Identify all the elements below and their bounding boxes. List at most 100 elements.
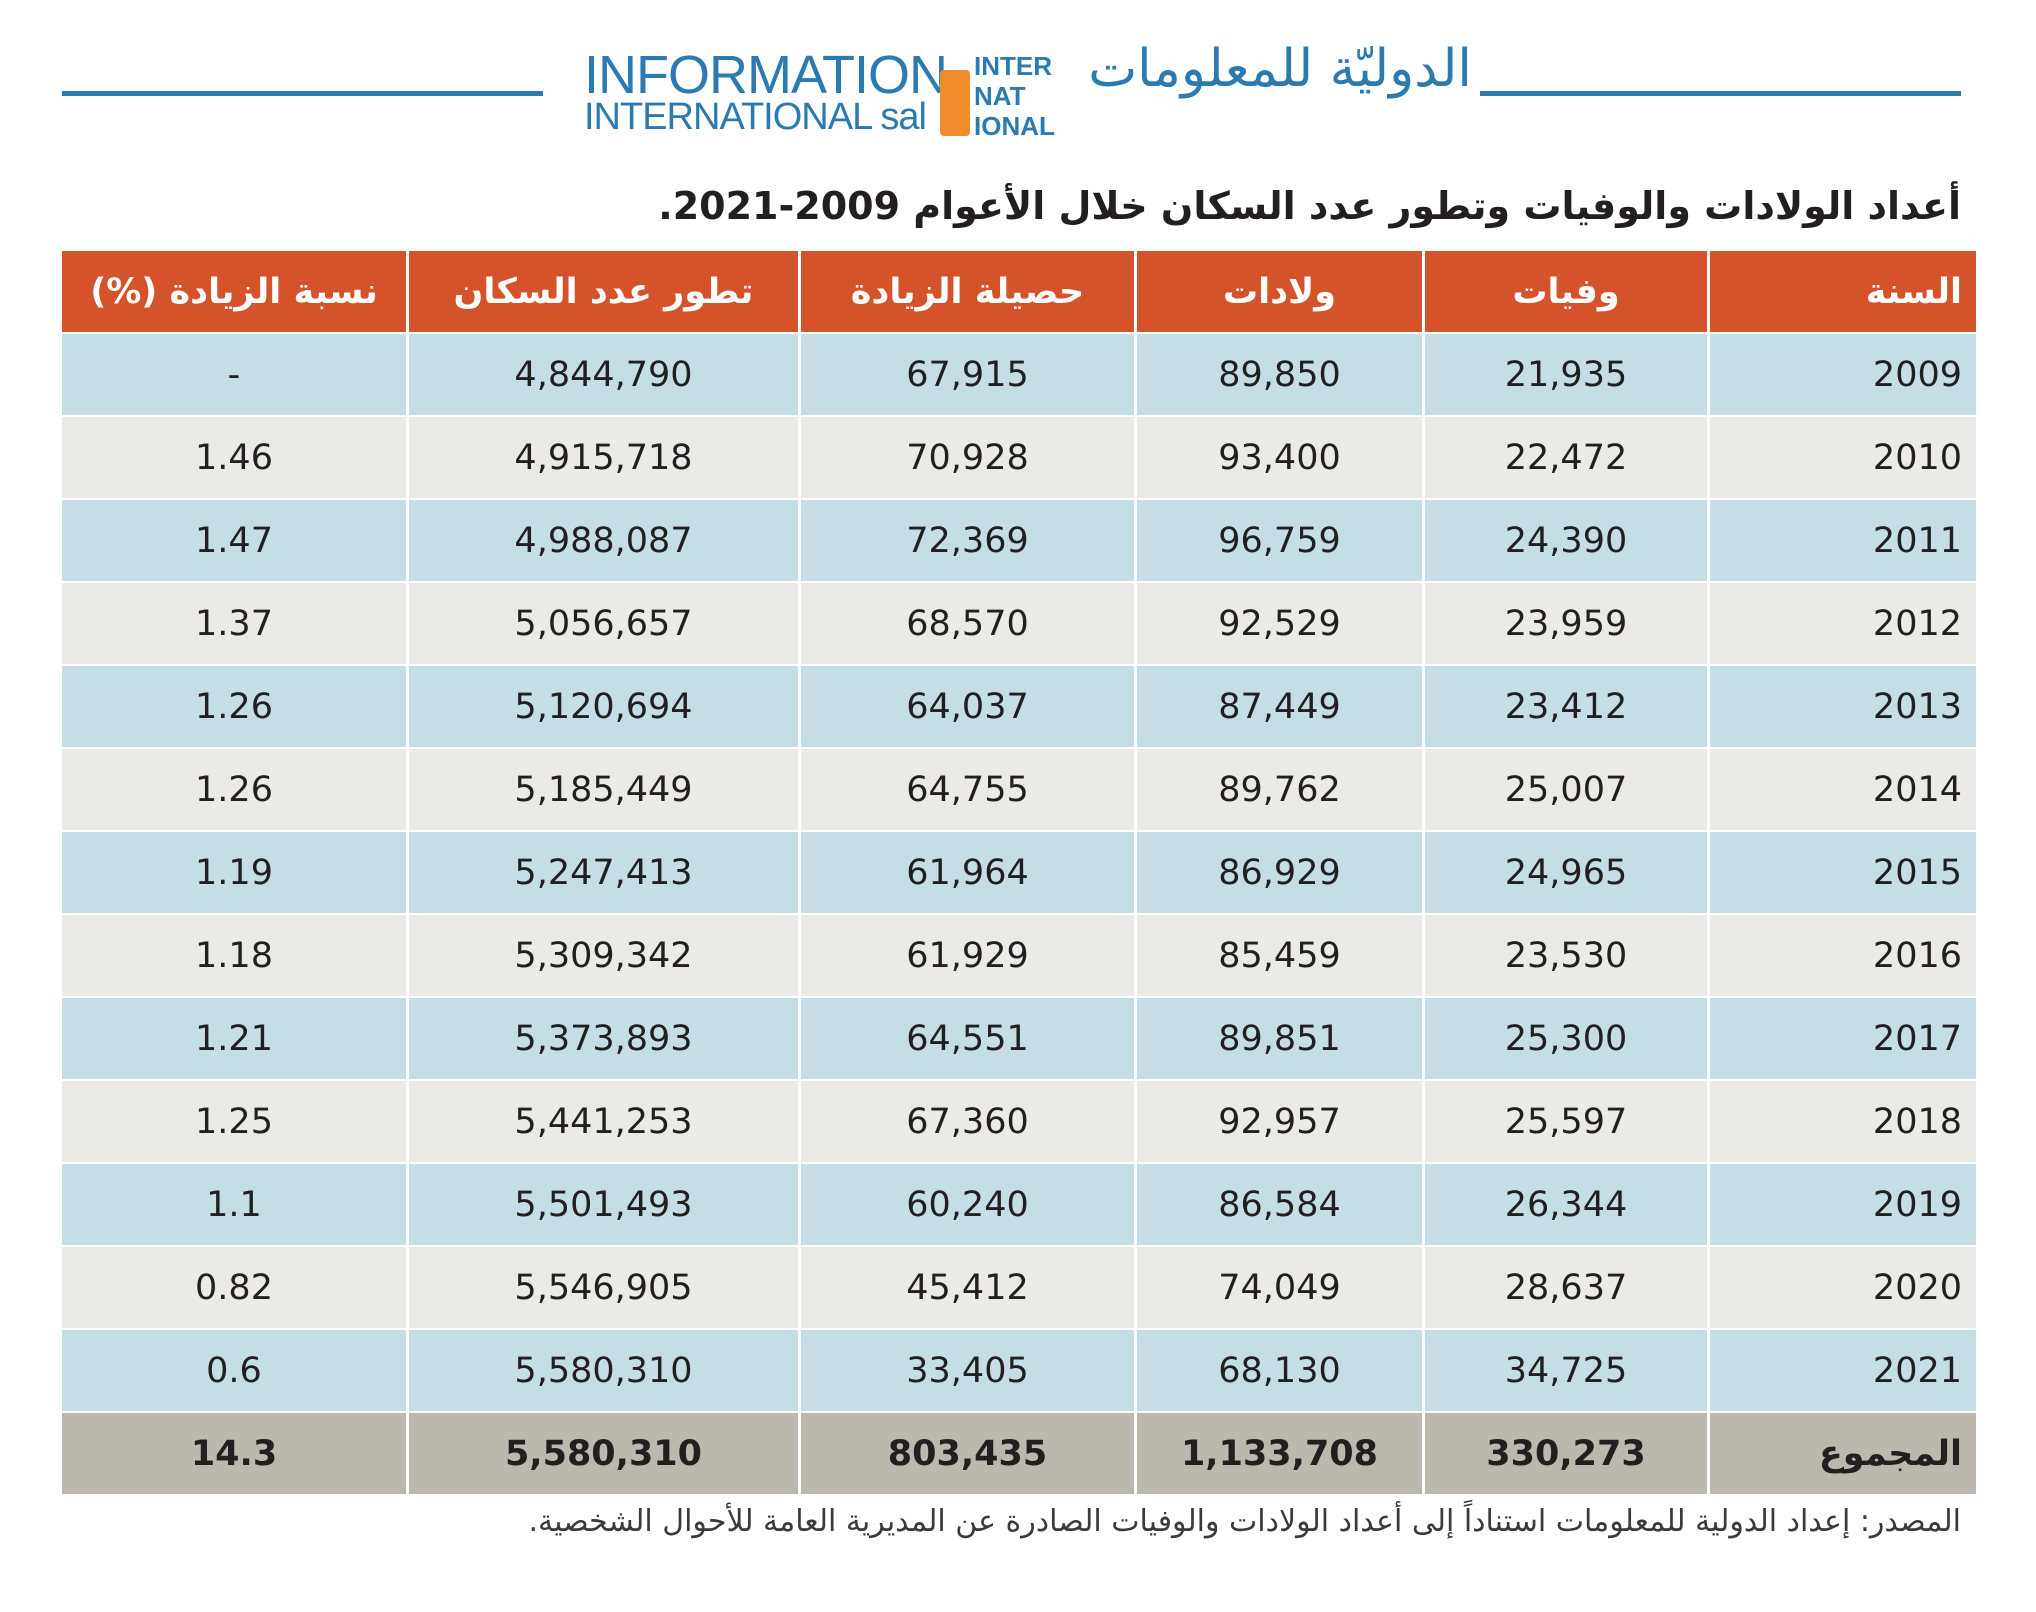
table-cell: 5,373,893 <box>409 998 798 1079</box>
header-rule <box>62 91 543 96</box>
table-cell: 5,501,493 <box>409 1164 798 1245</box>
table-cell: 5,056,657 <box>409 583 798 664</box>
table-row: 2021 34,725 68,130 33,405 5,580,310 0.6 <box>62 1330 1976 1411</box>
table-cell: 4,844,790 <box>409 334 798 415</box>
table-cell: 86,929 <box>1137 832 1422 913</box>
column-header: حصيلة الزيادة <box>801 251 1134 332</box>
table-cell: 5,580,310 <box>409 1330 798 1411</box>
table-cell: 5,185,449 <box>409 749 798 830</box>
table-cell: 89,850 <box>1137 334 1422 415</box>
table-row: 2012 23,959 92,529 68,570 5,056,657 1.37 <box>62 583 1976 664</box>
table-cell: 2019 <box>1710 1164 1976 1245</box>
total-cell: 14.3 <box>62 1413 406 1494</box>
table-cell: 0.6 <box>62 1330 406 1411</box>
table-cell: 4,915,718 <box>409 417 798 498</box>
table-cell: 1.19 <box>62 832 406 913</box>
total-cell: 5,580,310 <box>409 1413 798 1494</box>
table-cell: 1.47 <box>62 500 406 581</box>
table-cell: 1.21 <box>62 998 406 1079</box>
table-cell: 64,755 <box>801 749 1134 830</box>
logo-arabic: الدوليّة للمعلومات <box>1088 39 1472 99</box>
table-cell: 2018 <box>1710 1081 1976 1162</box>
header-row: السنة وفيات ولادات حصيلة الزيادة تطور عدد ال… <box>62 251 1976 332</box>
logo-mark-text: INTER <box>974 51 1052 81</box>
table-cell: 74,049 <box>1137 1247 1422 1328</box>
table-cell: 61,929 <box>801 915 1134 996</box>
table-cell: 2017 <box>1710 998 1976 1079</box>
table-cell: 34,725 <box>1425 1330 1707 1411</box>
source-note: المصدر: إعداد الدولية للمعلومات استناداً… <box>528 1504 1961 1539</box>
table-cell: 22,472 <box>1425 417 1707 498</box>
logo-text: INTERNATIONAL sal <box>584 96 927 138</box>
table-cell: 25,007 <box>1425 749 1707 830</box>
table-cell: 61,964 <box>801 832 1134 913</box>
table-cell: 45,412 <box>801 1247 1134 1328</box>
table-cell: 26,344 <box>1425 1164 1707 1245</box>
total-row: المجموع 330,273 1,133,708 803,435 5,580,310 1… <box>62 1413 1976 1494</box>
table-cell: 0.82 <box>62 1247 406 1328</box>
table-cell: 87,449 <box>1137 666 1422 747</box>
table-cell: 96,759 <box>1137 500 1422 581</box>
table-cell: 89,851 <box>1137 998 1422 1079</box>
table-row: 2014 25,007 89,762 64,755 5,185,449 1.26 <box>62 749 1976 830</box>
data-table: السنة وفيات ولادات حصيلة الزيادة تطور عدد ال… <box>59 249 1979 1496</box>
table-cell: 5,247,413 <box>409 832 798 913</box>
table-cell: 23,959 <box>1425 583 1707 664</box>
total-cell: 803,435 <box>801 1413 1134 1494</box>
column-header: ولادات <box>1137 251 1422 332</box>
table-cell: 64,551 <box>801 998 1134 1079</box>
table-cell: 1.37 <box>62 583 406 664</box>
table-cell: 23,412 <box>1425 666 1707 747</box>
table-cell: 67,360 <box>801 1081 1134 1162</box>
table-cell: 2012 <box>1710 583 1976 664</box>
table-cell: 2020 <box>1710 1247 1976 1328</box>
table-cell: 60,240 <box>801 1164 1134 1245</box>
table-row: 2011 24,390 96,759 72,369 4,988,087 1.47 <box>62 500 1976 581</box>
table-cell: 21,935 <box>1425 334 1707 415</box>
table-cell: 85,459 <box>1137 915 1422 996</box>
table-cell: 5,546,905 <box>409 1247 798 1328</box>
column-header: وفيات <box>1425 251 1707 332</box>
table-cell: 2016 <box>1710 915 1976 996</box>
table-row: 2010 22,472 93,400 70,928 4,915,718 1.46 <box>62 417 1976 498</box>
table-cell: 4,988,087 <box>409 500 798 581</box>
table-cell: 5,441,253 <box>409 1081 798 1162</box>
table-cell: 33,405 <box>801 1330 1134 1411</box>
table-cell: 2014 <box>1710 749 1976 830</box>
total-cell: المجموع <box>1710 1413 1976 1494</box>
total-cell: 330,273 <box>1425 1413 1707 1494</box>
table-cell: 68,570 <box>801 583 1134 664</box>
table-cell: 23,530 <box>1425 915 1707 996</box>
table-cell: 86,584 <box>1137 1164 1422 1245</box>
table-cell: 5,120,694 <box>409 666 798 747</box>
column-header: نسبة الزيادة (%) <box>62 251 406 332</box>
column-header: تطور عدد السكان <box>409 251 798 332</box>
table-cell: 67,915 <box>801 334 1134 415</box>
table-cell: 70,928 <box>801 417 1134 498</box>
logo-mark: INTER NAT IONAL <box>940 48 1064 140</box>
table-cell: 2021 <box>1710 1330 1976 1411</box>
table-cell: 2015 <box>1710 832 1976 913</box>
table-cell: 1.26 <box>62 749 406 830</box>
table-cell: 1.18 <box>62 915 406 996</box>
table-row: 2020 28,637 74,049 45,412 5,546,905 0.82 <box>62 1247 1976 1328</box>
table-cell: 1.46 <box>62 417 406 498</box>
table-cell: - <box>62 334 406 415</box>
table-title: أعداد الولادات والوفيات وتطور عدد السكان… <box>658 184 1961 228</box>
table-cell: 89,762 <box>1137 749 1422 830</box>
header-rule <box>1480 91 1961 96</box>
table-cell: 1.25 <box>62 1081 406 1162</box>
table-row: 2013 23,412 87,449 64,037 5,120,694 1.26 <box>62 666 1976 747</box>
table-cell: 28,637 <box>1425 1247 1707 1328</box>
table-row: 2015 24,965 86,929 61,964 5,247,413 1.19 <box>62 832 1976 913</box>
table-cell: 92,529 <box>1137 583 1422 664</box>
table-row: 2016 23,530 85,459 61,929 5,309,342 1.18 <box>62 915 1976 996</box>
table-cell: 1.26 <box>62 666 406 747</box>
table-cell: 2009 <box>1710 334 1976 415</box>
table-cell: 68,130 <box>1137 1330 1422 1411</box>
table-cell: 64,037 <box>801 666 1134 747</box>
total-cell: 1,133,708 <box>1137 1413 1422 1494</box>
table-cell: 25,300 <box>1425 998 1707 1079</box>
table-row: 2018 25,597 92,957 67,360 5,441,253 1.25 <box>62 1081 1976 1162</box>
